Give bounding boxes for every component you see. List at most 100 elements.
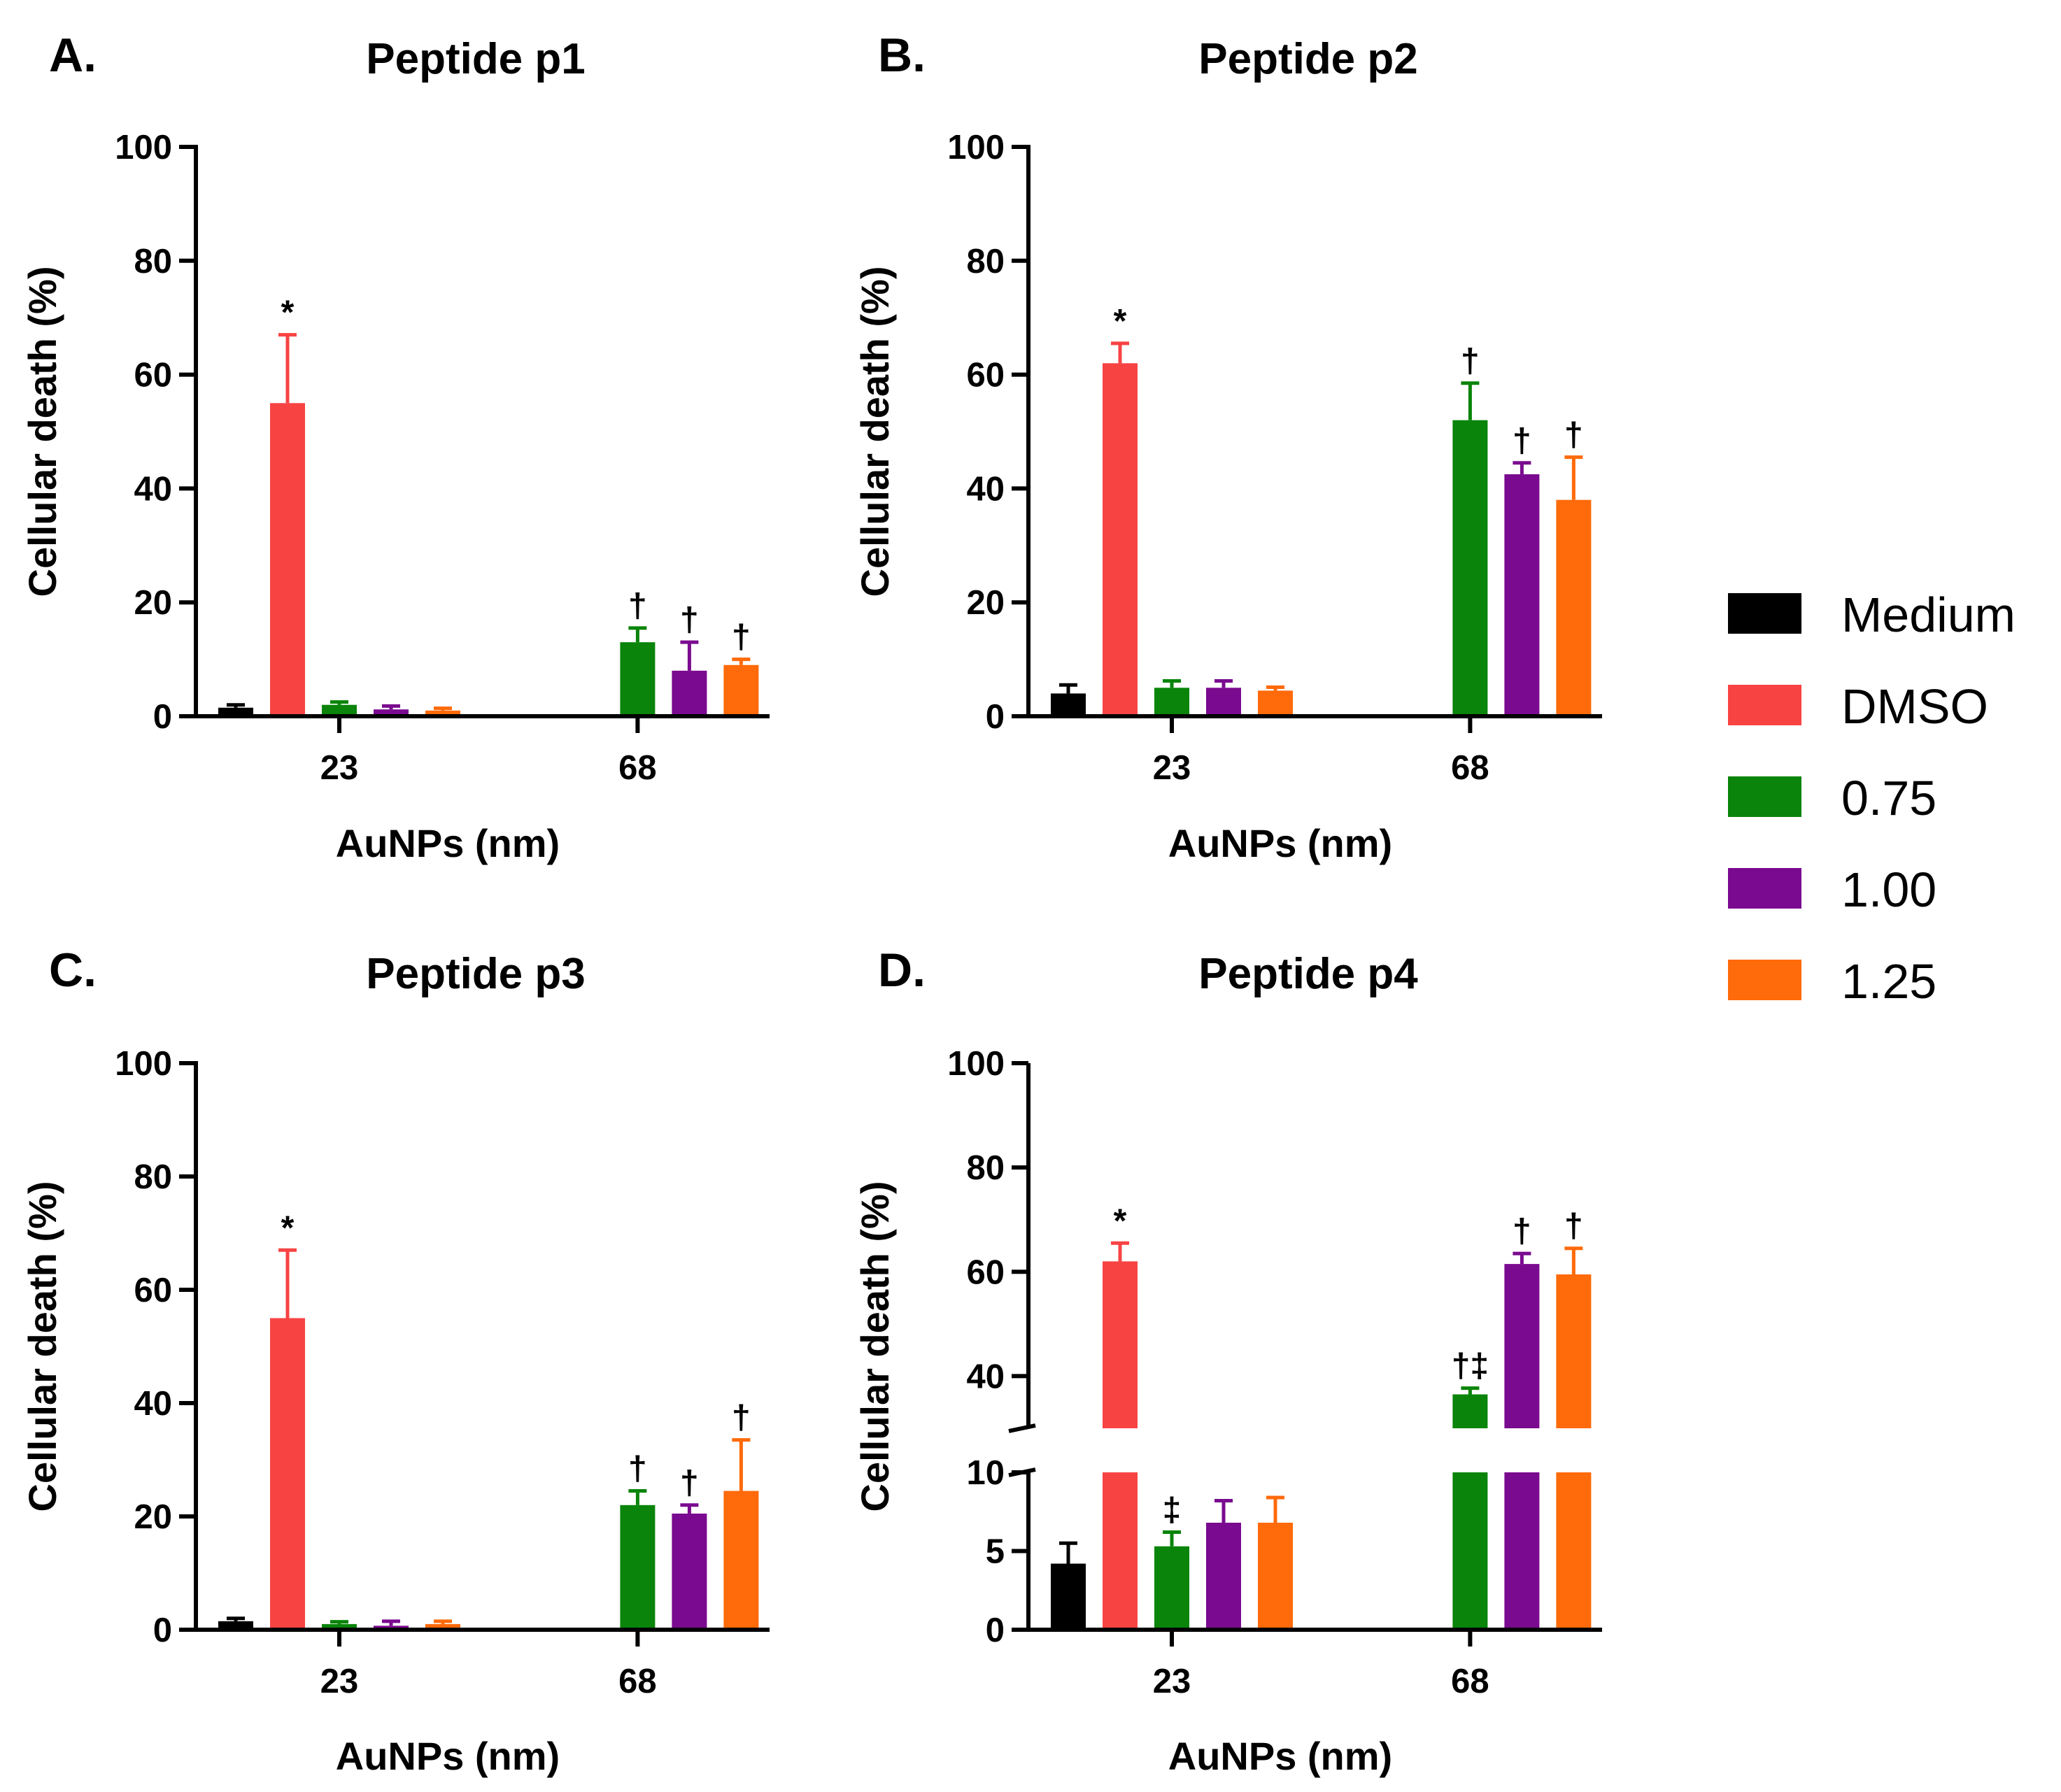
x-axis-label: AuNPs (nm) xyxy=(336,821,560,865)
significance-mark: † xyxy=(680,1465,699,1502)
bar-1.25-68 xyxy=(1556,499,1592,716)
significance-mark: † xyxy=(628,1451,647,1488)
bar-0.75-23 xyxy=(322,1623,357,1630)
significance-mark: † xyxy=(628,588,647,625)
significance-mark: † xyxy=(732,619,751,656)
chart-panel-1: A. Peptide p1 Cellular death (%) AuNPs (nm)… xyxy=(20,29,770,865)
chart-title: Peptide p3 xyxy=(366,950,586,998)
legend: Medium DMSO 0.75 1.00 1.25 xyxy=(1728,588,2016,1009)
chart-panel-4: D. Peptide p4 Cellular death (%) AuNPs (nm)… xyxy=(853,944,1602,1778)
panel-letter: C. xyxy=(49,944,97,997)
bar-0.75-68 xyxy=(620,1505,656,1630)
y-tick-label: 60 xyxy=(966,1253,1005,1291)
bar-DMSO-23 xyxy=(1103,363,1138,716)
bar-Medium-23 xyxy=(218,1621,253,1630)
x-tick-label: 23 xyxy=(1153,749,1191,787)
bar-1.00-23 xyxy=(1206,688,1241,716)
x-tick-label: 68 xyxy=(618,1663,657,1700)
y-tick-label: 40 xyxy=(134,470,172,508)
y-tick-label: 20 xyxy=(966,584,1005,622)
bar-1.25-68 xyxy=(723,1491,759,1630)
significance-mark: † xyxy=(732,1400,751,1437)
x-tick-label: 23 xyxy=(320,749,359,787)
chart-title: Peptide p4 xyxy=(1198,950,1418,998)
significance-mark: * xyxy=(281,294,295,332)
bar-1.00-68-upper xyxy=(1504,1264,1540,1428)
y-tick-label: 60 xyxy=(966,357,1005,394)
bar-1.00-68 xyxy=(672,1513,707,1630)
y-tick-label: 0 xyxy=(153,698,172,736)
legend-swatch-DMSO xyxy=(1728,685,1801,725)
legend-label: 1.00 xyxy=(1841,862,1936,917)
bar-0.75-68-upper xyxy=(1452,1394,1488,1428)
x-axis-label: AuNPs (nm) xyxy=(336,1734,560,1778)
y-tick-label: 40 xyxy=(966,1358,1005,1395)
y-tick-label: 100 xyxy=(947,129,1005,166)
x-tick-label: 68 xyxy=(1451,749,1489,787)
bar-0.75-68 xyxy=(620,642,656,716)
bar-Medium-23 xyxy=(1051,1563,1086,1630)
legend-swatch-Medium xyxy=(1728,593,1801,634)
y-axis-label: Cellular death (%) xyxy=(853,1181,897,1512)
x-tick-label: 68 xyxy=(1451,1663,1489,1700)
legend-swatch-1.25 xyxy=(1728,960,1801,1000)
bar-DMSO-23 xyxy=(270,1318,305,1630)
y-tick-label: 40 xyxy=(966,470,1005,508)
chart-title: Peptide p2 xyxy=(1198,35,1418,83)
x-axis-label: AuNPs (nm) xyxy=(1168,1734,1392,1778)
chart-panel-2: B. Peptide p2 Cellular death (%) AuNPs (nm)… xyxy=(853,29,1602,865)
legend-swatch-0.75 xyxy=(1728,776,1801,817)
legend-label: DMSO xyxy=(1841,679,1988,734)
bar-1.00-23 xyxy=(374,709,409,716)
y-tick-label: 0 xyxy=(986,1612,1005,1649)
legend-label: 0.75 xyxy=(1841,771,1936,825)
legend-label: 1.25 xyxy=(1841,954,1936,1009)
significance-mark: † xyxy=(1461,343,1480,380)
legend-label: Medium xyxy=(1841,588,2016,642)
bar-1.25-68 xyxy=(1556,1472,1592,1630)
bar-0.75-23 xyxy=(1154,1546,1189,1630)
significance-mark: † xyxy=(1564,417,1583,454)
x-tick-label: 68 xyxy=(618,749,657,787)
y-tick-label: 40 xyxy=(134,1385,172,1423)
legend-swatch-1.00 xyxy=(1728,868,1801,909)
bar-1.25-23 xyxy=(425,1623,460,1630)
significance-mark: † xyxy=(1513,1213,1531,1250)
y-tick-label: 80 xyxy=(966,243,1005,280)
bar-0.75-68 xyxy=(1452,1472,1488,1630)
y-axis-label: Cellular death (%) xyxy=(20,266,64,597)
significance-mark: * xyxy=(281,1209,295,1246)
panel-letter: A. xyxy=(49,29,97,82)
y-tick-label: 5 xyxy=(986,1533,1005,1571)
y-tick-label: 100 xyxy=(947,1045,1005,1083)
y-tick-label: 80 xyxy=(966,1149,1005,1187)
chart-title: Peptide p1 xyxy=(366,35,586,83)
axis-break-mark xyxy=(1008,1423,1036,1433)
bar-1.00-68 xyxy=(1504,1472,1540,1630)
y-tick-label: 20 xyxy=(134,584,172,622)
significance-mark: †‡ xyxy=(1452,1348,1489,1385)
y-tick-label: 80 xyxy=(134,1158,172,1196)
y-axis-label: Cellular death (%) xyxy=(853,266,897,597)
y-tick-label: 0 xyxy=(986,698,1005,736)
bar-1.25-23 xyxy=(1258,690,1293,716)
bar-1.25-68-upper xyxy=(1556,1274,1592,1428)
y-tick-label: 60 xyxy=(134,1272,172,1309)
bar-Medium-23 xyxy=(218,707,253,716)
bar-Medium-23 xyxy=(1051,693,1086,716)
x-axis-label: AuNPs (nm) xyxy=(1168,821,1392,865)
bar-DMSO-23 xyxy=(1103,1472,1138,1630)
significance-mark: ‡ xyxy=(1163,1492,1182,1529)
bar-DMSO-23 xyxy=(270,403,305,716)
y-tick-label: 20 xyxy=(134,1498,172,1536)
panel-letter: D. xyxy=(878,944,926,997)
y-tick-label: 10 xyxy=(966,1454,1005,1492)
bar-0.75-23 xyxy=(1154,688,1189,716)
bar-1.00-68 xyxy=(1504,474,1540,716)
y-tick-label: 100 xyxy=(115,129,172,166)
bar-1.25-23 xyxy=(425,710,460,716)
y-axis-label: Cellular death (%) xyxy=(20,1181,64,1512)
significance-mark: † xyxy=(680,602,699,639)
bar-1.00-68 xyxy=(672,670,707,716)
